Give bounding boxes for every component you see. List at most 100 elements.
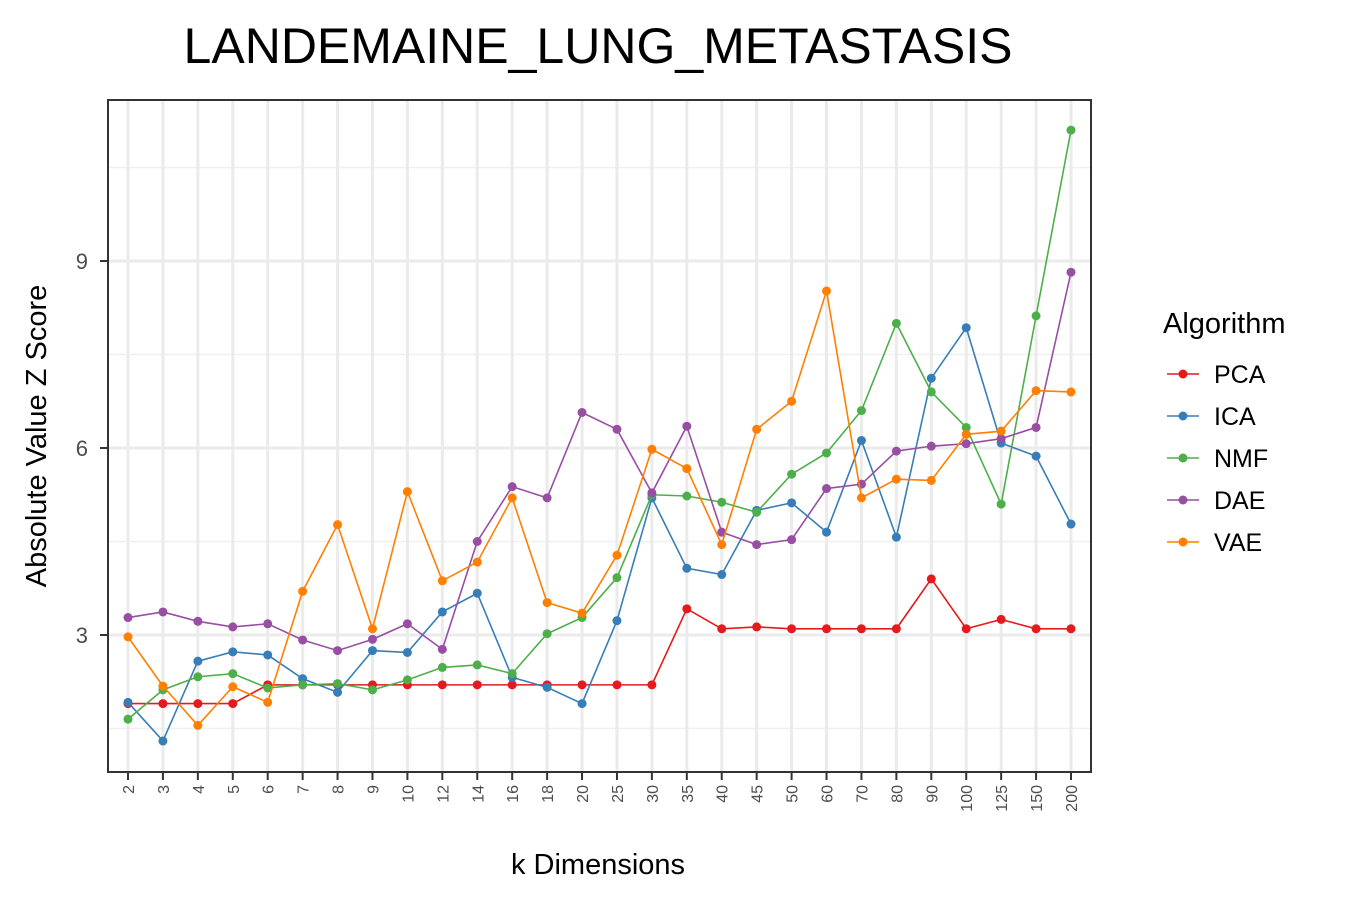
x-tick-label: 6 <box>261 785 278 794</box>
data-point-nmf <box>402 675 412 685</box>
data-point-vae <box>193 720 203 730</box>
data-point-pca <box>437 680 447 690</box>
data-point-vae <box>612 550 622 560</box>
data-point-pca <box>752 622 762 632</box>
data-point-ica <box>298 674 308 684</box>
data-point-ica <box>787 498 797 508</box>
y-tick-label: 9 <box>76 249 88 274</box>
data-point-ica <box>472 588 482 598</box>
data-point-dae <box>787 535 797 545</box>
data-point-dae <box>1031 422 1041 432</box>
data-point-vae <box>1066 387 1076 397</box>
data-point-vae <box>437 576 447 586</box>
series-line-dae <box>127 272 1072 652</box>
data-point-ica <box>263 650 273 660</box>
data-point-vae <box>472 557 482 567</box>
x-tick-label: 4 <box>191 785 208 794</box>
data-point-nmf <box>437 662 447 672</box>
data-point-nmf <box>961 422 971 432</box>
data-point-nmf <box>891 318 901 328</box>
data-point-dae <box>472 537 482 547</box>
legend-label: ICA <box>1214 403 1256 431</box>
data-point-ica <box>682 563 692 573</box>
x-tick-label: 5 <box>226 785 243 794</box>
data-point-vae <box>158 681 168 691</box>
data-point-ica <box>437 607 447 617</box>
data-point-dae <box>891 446 901 456</box>
data-point-vae <box>507 493 517 503</box>
legend-item-ica: ICA <box>1167 403 1256 431</box>
data-point-nmf <box>472 660 482 670</box>
legend-key-point <box>1178 369 1188 379</box>
series-ica <box>123 323 1076 746</box>
data-point-nmf <box>926 387 936 397</box>
y-axis-title: Absolute Value Z Score <box>21 285 53 588</box>
data-point-dae <box>612 424 622 434</box>
data-point-vae <box>647 444 657 454</box>
data-point-dae <box>682 421 692 431</box>
data-point-dae <box>1066 267 1076 277</box>
data-point-nmf <box>123 714 133 724</box>
x-tick-label: 125 <box>994 785 1011 812</box>
series-line-nmf <box>127 129 1072 720</box>
data-point-dae <box>542 493 552 503</box>
data-point-dae <box>926 441 936 451</box>
plot-panel-border <box>107 99 1092 773</box>
series-line-vae <box>127 290 1072 727</box>
data-point-dae <box>752 540 762 550</box>
series-vae <box>123 286 1076 730</box>
y-tick-label: 3 <box>76 623 88 648</box>
data-point-dae <box>402 619 412 629</box>
data-point-pca <box>577 680 587 690</box>
data-point-dae <box>961 439 971 449</box>
legend-key-point <box>1178 453 1188 463</box>
x-tick-label: 9 <box>365 785 382 794</box>
data-point-dae <box>333 646 343 656</box>
data-point-nmf <box>822 448 832 458</box>
data-point-pca <box>891 624 901 634</box>
data-point-vae <box>926 475 936 485</box>
data-point-ica <box>822 527 832 537</box>
series-line-ica <box>127 325 1072 743</box>
x-axis-title: k Dimensions <box>511 849 685 881</box>
series-line-pca <box>128 577 1071 705</box>
data-point-nmf <box>1066 125 1076 135</box>
data-point-nmf <box>263 683 273 693</box>
data-point-dae <box>193 616 203 626</box>
legend-item-vae: VAE <box>1167 529 1262 557</box>
data-point-vae <box>856 493 866 503</box>
grid-lines <box>108 100 1091 772</box>
x-tick-label: 45 <box>750 785 767 803</box>
x-axis: 2 3 4 5 6 7 8 9 10 12 14 16 18 20 25 30 35 40 45 50 60 70 80 90… <box>121 772 1081 812</box>
data-point-pca <box>1031 624 1041 634</box>
data-point-ica <box>333 687 343 697</box>
x-tick-label: 35 <box>680 785 697 803</box>
data-point-ica <box>123 697 133 707</box>
x-tick-label: 16 <box>505 785 522 803</box>
legend-key-point <box>1178 537 1188 547</box>
data-point-ica <box>1066 519 1076 529</box>
data-point-ica <box>402 647 412 657</box>
data-point-pca <box>787 624 797 634</box>
data-point-vae <box>333 520 343 530</box>
data-point-ica <box>367 646 377 656</box>
legend-key-point <box>1178 411 1188 421</box>
data-point-vae <box>367 624 377 634</box>
data-point-dae <box>647 488 657 498</box>
series-layer <box>123 125 1076 746</box>
data-point-ica <box>158 736 168 746</box>
data-point-dae <box>437 644 447 654</box>
legend-item-nmf: NMF <box>1167 445 1268 473</box>
data-point-dae <box>996 434 1006 444</box>
legend-label: PCA <box>1214 361 1266 389</box>
data-point-pca <box>472 680 482 690</box>
data-point-nmf <box>787 469 797 479</box>
data-point-ica <box>577 699 587 709</box>
y-tick-label: 6 <box>76 436 88 461</box>
legend-item-dae: DAE <box>1167 487 1265 515</box>
data-point-pca <box>961 624 971 634</box>
legend-label: NMF <box>1214 445 1268 473</box>
data-point-vae <box>717 540 727 550</box>
data-point-pca <box>717 624 727 634</box>
